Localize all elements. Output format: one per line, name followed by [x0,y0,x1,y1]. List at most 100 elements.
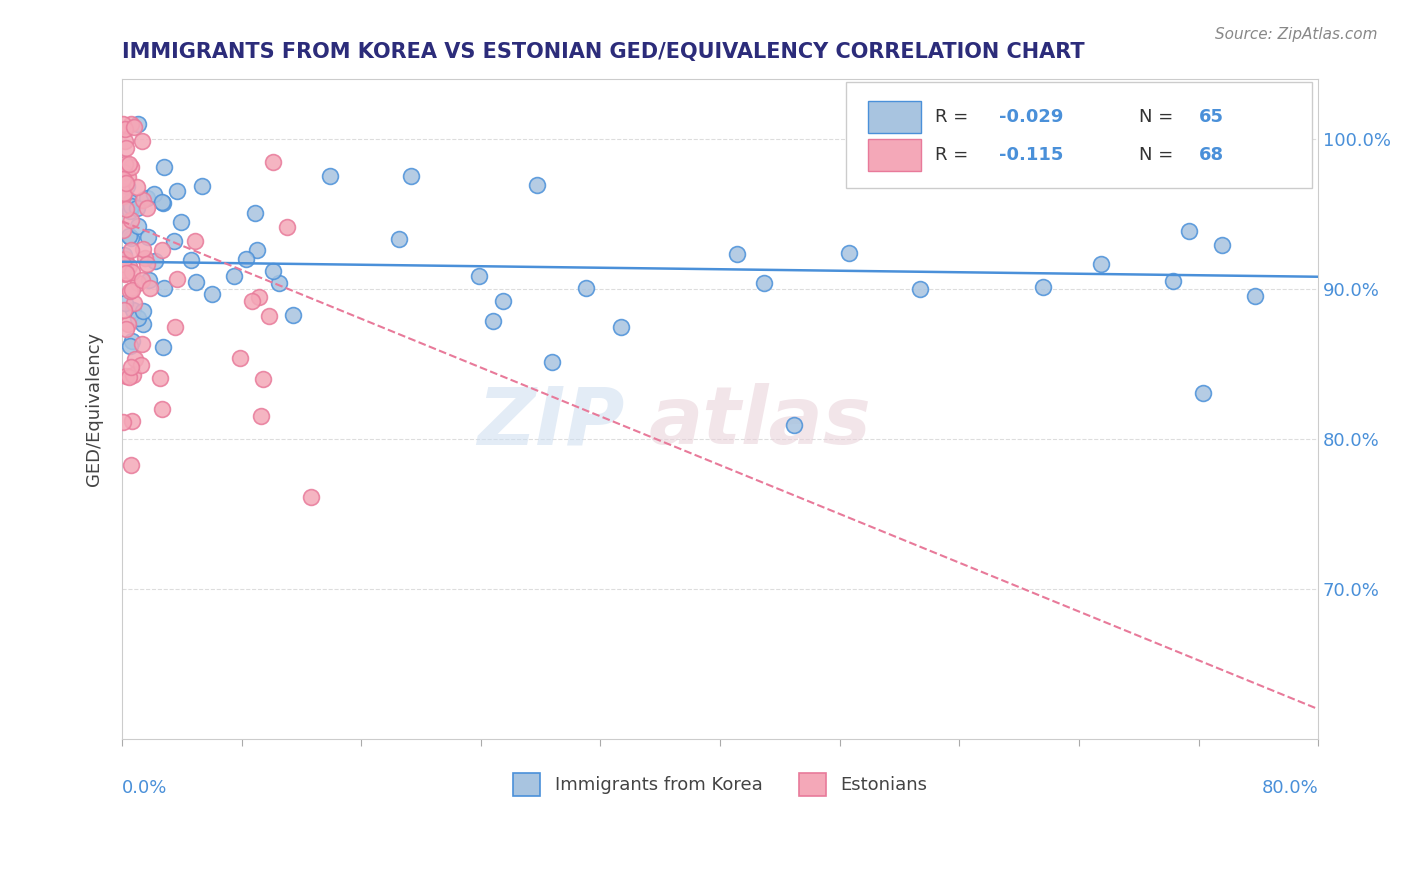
Point [114,252,136,267]
Point [135,201,157,215]
Text: -0.029: -0.029 [998,108,1063,126]
Point [127,219,149,233]
Point [725,247,748,261]
Point [1192,385,1215,400]
Point [541,355,564,369]
Point [399,169,422,183]
Point [121,368,143,382]
Point [145,253,167,268]
Point [252,372,274,386]
Point [112,222,135,236]
Point [138,273,160,287]
Point [114,134,136,148]
Point [610,320,633,334]
Text: 80.0%: 80.0% [1261,779,1319,797]
FancyBboxPatch shape [845,82,1312,187]
Point [114,296,136,310]
Point [150,401,173,416]
Point [166,272,188,286]
Point [838,246,860,260]
Point [114,156,136,170]
Point [245,206,267,220]
Point [115,177,138,191]
Point [152,340,174,354]
Text: ZIP: ZIP [477,383,624,461]
Legend: Immigrants from Korea, Estonians: Immigrants from Korea, Estonians [506,766,934,803]
Point [1211,237,1233,252]
Point [526,178,548,193]
Point [118,228,141,243]
Point [262,155,284,169]
Point [121,265,143,279]
Text: IMMIGRANTS FROM KOREA VS ESTONIAN GED/EQUIVALENCY CORRELATION CHART: IMMIGRANTS FROM KOREA VS ESTONIAN GED/EQ… [122,42,1084,62]
Point [262,263,284,277]
Point [120,213,142,227]
Point [124,352,146,367]
Point [1178,224,1201,238]
Point [319,169,342,184]
Point [283,308,305,322]
Text: N =: N = [1139,146,1178,164]
Point [117,169,139,184]
Point [782,417,804,432]
Point [112,247,135,261]
Point [191,179,214,194]
Point [111,415,134,429]
Point [120,199,142,213]
Point [131,304,153,318]
Point [575,281,598,295]
Point [118,195,141,210]
Point [135,257,157,271]
Point [143,186,166,201]
Point [387,232,409,246]
Point [127,180,149,194]
Point [468,269,491,284]
Point [117,317,139,331]
Point [121,334,143,348]
Point [246,243,269,257]
Point [115,141,138,155]
Point [180,253,202,268]
Point [163,234,186,248]
Point [131,337,153,351]
Point [127,276,149,290]
Point [149,371,172,385]
Point [114,369,136,384]
Text: atlas: atlas [648,383,872,461]
Point [235,252,257,266]
Text: R =: R = [935,108,974,126]
Point [247,290,270,304]
Point [166,184,188,198]
Point [122,120,145,134]
Point [120,359,142,374]
Point [131,134,153,148]
Point [269,276,291,290]
Point [127,311,149,326]
Point [115,179,138,194]
Text: R =: R = [935,146,974,164]
Point [114,122,136,136]
Point [127,201,149,215]
Text: 65: 65 [1198,108,1223,126]
Point [120,160,142,174]
Point [132,317,155,331]
Point [139,280,162,294]
Text: -0.115: -0.115 [998,146,1063,164]
Point [115,322,138,336]
Point [112,186,135,200]
Point [132,242,155,256]
Point [201,287,224,301]
Point [224,268,246,283]
Point [120,117,142,131]
Point [111,189,134,203]
Point [184,235,207,249]
Point [122,296,145,310]
Point [1244,289,1267,303]
Point [120,458,142,472]
Point [482,314,505,328]
Point [1090,257,1112,271]
Point [240,294,263,309]
Point [152,196,174,211]
Point [120,243,142,257]
Point [112,117,135,131]
